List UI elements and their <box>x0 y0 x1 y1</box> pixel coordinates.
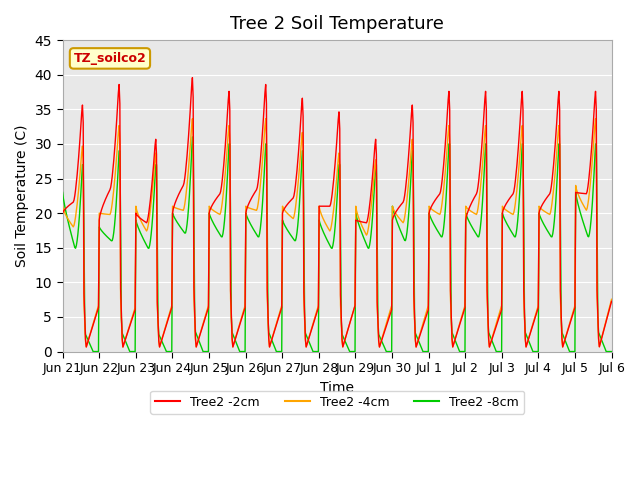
Legend: Tree2 -2cm, Tree2 -4cm, Tree2 -8cm: Tree2 -2cm, Tree2 -4cm, Tree2 -8cm <box>150 391 524 414</box>
Text: TZ_soilco2: TZ_soilco2 <box>74 52 147 65</box>
Title: Tree 2 Soil Temperature: Tree 2 Soil Temperature <box>230 15 444 33</box>
Y-axis label: Soil Temperature (C): Soil Temperature (C) <box>15 125 29 267</box>
X-axis label: Time: Time <box>320 381 354 395</box>
